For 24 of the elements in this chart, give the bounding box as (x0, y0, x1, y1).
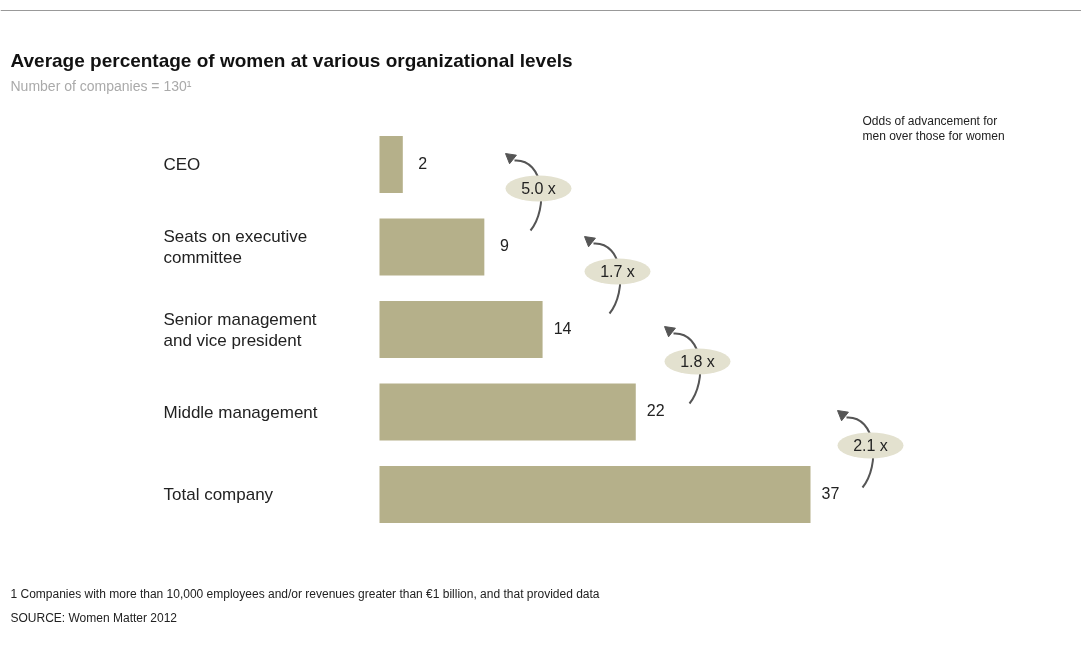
y-tick-label: CEO (163, 155, 201, 174)
y-tick-label: Total company (163, 485, 274, 504)
data-label: 9 (499, 237, 509, 254)
source-note: SOURCE: Women Matter 2012 (10, 610, 178, 625)
text: 2.1 x (853, 437, 888, 454)
data-label: 22 (646, 402, 665, 419)
data-label: 37 (821, 484, 840, 502)
bar (379, 301, 543, 358)
annotation: 1.8 x (680, 353, 715, 370)
bar (379, 136, 403, 193)
annotation: 5.0 x (521, 180, 556, 197)
text: 1 Companies with more than 10,000 employees and/or revenues greater than €1 billion, and that provided data (10, 586, 600, 601)
data-label: 14 (553, 319, 572, 337)
text: Odds of advancement for men over those for women (862, 113, 1005, 143)
chart-title: Average percentage of women at various organizational levels (10, 50, 573, 71)
y-tick-label: Seats on executive committee (163, 227, 308, 267)
bar (379, 383, 636, 441)
y-tick-label: Middle management (163, 402, 318, 422)
bar (379, 218, 485, 276)
text: Number of companies = 130¹ (10, 77, 192, 94)
y-tick-label: Senior management and vice president (163, 309, 317, 350)
annotation: 1.7 x (600, 263, 635, 280)
bar (379, 466, 811, 523)
data-label: 2 (418, 154, 428, 172)
